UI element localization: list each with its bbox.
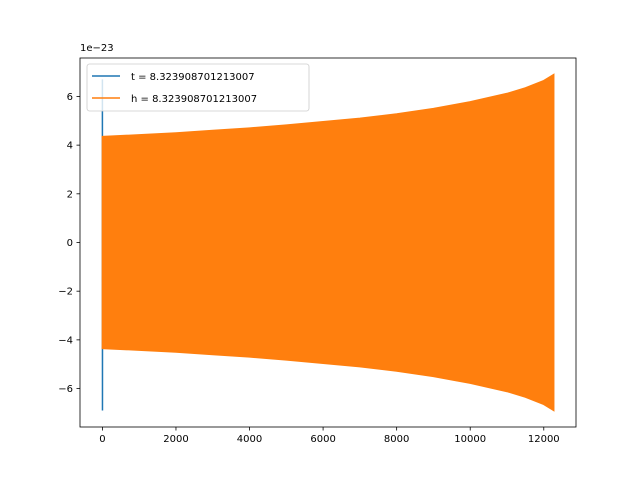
y-tick-label: 0 xyxy=(67,238,73,249)
legend-box xyxy=(86,63,310,112)
legend-label: t = 8.323908701213007 xyxy=(131,72,255,83)
x-tick-label: 12000 xyxy=(528,434,560,445)
y-tick-label: −4 xyxy=(58,335,73,346)
y-tick-label: 2 xyxy=(67,189,73,200)
x-tick-label: 8000 xyxy=(384,434,409,445)
x-tick-label: 10000 xyxy=(454,434,486,445)
y-tick-label: −6 xyxy=(58,384,73,395)
x-tick-label: 4000 xyxy=(237,434,262,445)
y-tick-label: 6 xyxy=(67,92,73,103)
legend: t = 8.323908701213007 h = 8.3239087012130… xyxy=(86,63,310,112)
x-tick-label: 0 xyxy=(99,434,105,445)
axes-layer: 0 2000 4000 6000 8000 10000 12000 −6 −4 −2 0 2 4 6 xyxy=(58,57,577,445)
y-tick-label: −2 xyxy=(58,287,73,298)
x-tick-label: 6000 xyxy=(310,434,335,445)
series-h-oscillation xyxy=(101,73,555,412)
y-offset-label: 1e−23 xyxy=(80,43,114,54)
legend-label: h = 8.323908701213007 xyxy=(131,94,257,105)
y-tick-label: 4 xyxy=(67,141,73,152)
x-tick-label: 2000 xyxy=(163,434,188,445)
series-layer xyxy=(101,73,555,412)
